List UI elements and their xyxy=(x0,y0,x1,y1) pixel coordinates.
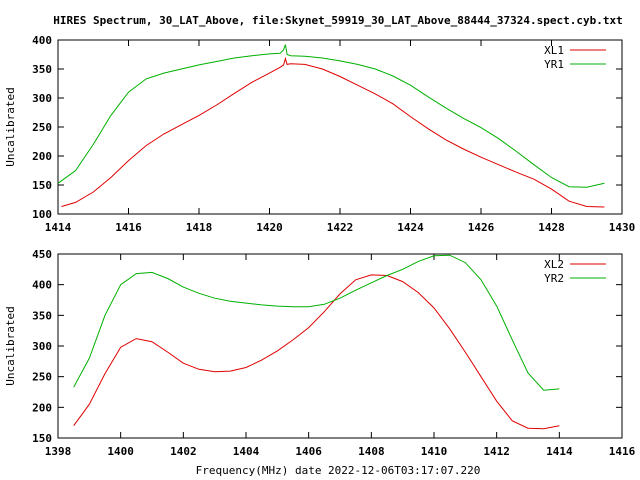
bottom-series-xl2-line xyxy=(73,274,560,430)
top-chart-panel: 1414 1416 1418 1420 1422 1424 1426 1428 1430 100 1… xyxy=(4,34,635,234)
top-legend-label-xl1: XL1 xyxy=(544,44,564,57)
top-y-tick-label: 350 xyxy=(32,63,52,76)
bottom-legend-label-xl2: XL2 xyxy=(544,258,564,271)
bottom-y-tick-label: 400 xyxy=(32,279,52,292)
bottom-y-tick-label: 200 xyxy=(32,401,52,414)
x-axis-label: Frequency(MHz) date 2022-12-06T03:17:07.… xyxy=(196,464,481,477)
top-legend-label-yr1: YR1 xyxy=(544,58,564,71)
top-x-tick-label: 1430 xyxy=(609,221,636,234)
bottom-x-tick-label: 1402 xyxy=(170,445,197,458)
top-y-tick-label: 300 xyxy=(32,92,52,105)
top-x-tick-label: 1426 xyxy=(468,221,495,234)
bottom-y-axis-label: Uncalibrated xyxy=(4,306,17,385)
bottom-x-tick-label: 1398 xyxy=(45,445,72,458)
bottom-y-tick-label: 250 xyxy=(32,371,52,384)
top-y-tick-label: 150 xyxy=(32,179,52,192)
bottom-x-tick-label: 1404 xyxy=(233,445,260,458)
bottom-x-tick-label: 1408 xyxy=(358,445,385,458)
figure-title: HIRES Spectrum, 30_LAT_Above, file:Skyne… xyxy=(53,14,623,27)
bottom-chart-panel: 1398 1400 1402 1404 1406 1408 1410 1412 1414 1416… xyxy=(4,248,636,458)
top-y-axis-label: Uncalibrated xyxy=(4,87,17,166)
bottom-x-tick-label: 1400 xyxy=(107,445,134,458)
top-y-tick-label: 400 xyxy=(32,34,52,47)
top-y-tick-label: 250 xyxy=(32,121,52,134)
top-y-tick-label: 200 xyxy=(32,150,52,163)
bottom-x-tick-label: 1414 xyxy=(546,445,573,458)
bottom-legend-label-yr2: YR2 xyxy=(544,272,564,285)
top-x-tick-label: 1418 xyxy=(186,221,213,234)
top-x-tick-label: 1414 xyxy=(45,221,72,234)
bottom-y-tick-label: 350 xyxy=(32,309,52,322)
top-x-tick-label: 1420 xyxy=(256,221,283,234)
top-x-tick-label: 1424 xyxy=(397,221,424,234)
bottom-y-tick-label: 300 xyxy=(32,340,52,353)
top-x-tick-label: 1422 xyxy=(327,221,354,234)
bottom-y-tick-label: 450 xyxy=(32,248,52,261)
bottom-x-tick-label: 1406 xyxy=(295,445,322,458)
top-y-tick-label: 100 xyxy=(32,208,52,221)
bottom-x-tick-label: 1412 xyxy=(483,445,510,458)
bottom-series-yr2-line xyxy=(73,254,560,391)
top-series-xl1-line xyxy=(61,56,605,208)
bottom-x-tick-label: 1410 xyxy=(421,445,448,458)
top-x-tick-label: 1416 xyxy=(115,221,142,234)
top-x-tick-label: 1428 xyxy=(538,221,565,234)
bottom-plot-frame xyxy=(57,253,623,439)
bottom-y-tick-label: 150 xyxy=(32,432,52,445)
top-series-yr1-line xyxy=(57,44,605,188)
top-plot-frame xyxy=(57,39,623,215)
bottom-x-tick-label: 1416 xyxy=(609,445,636,458)
